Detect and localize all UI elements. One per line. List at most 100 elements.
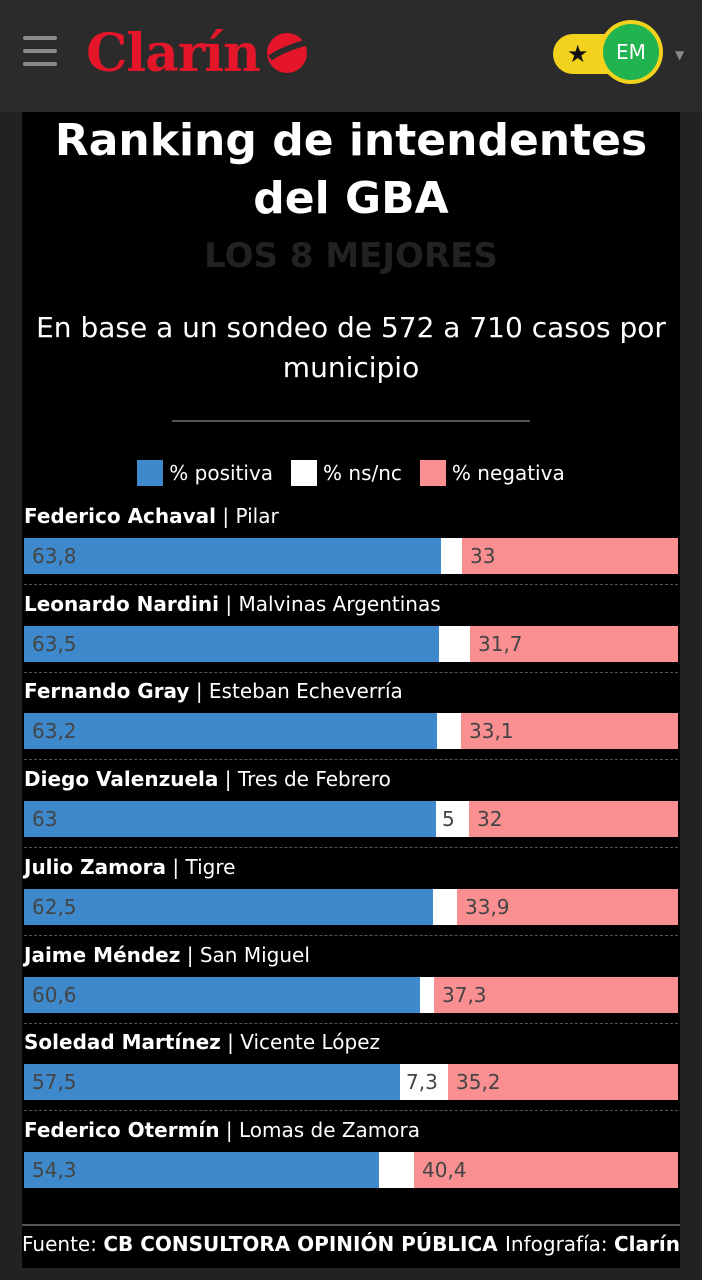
bar-segment-nsnc: [420, 976, 434, 1013]
legend-item-positive: % positiva: [137, 460, 273, 486]
row-separator: [24, 671, 678, 673]
credit-label: Infografía:: [505, 1232, 608, 1256]
separator: |: [166, 854, 186, 879]
source-label: Fuente:: [22, 1232, 97, 1256]
separator: |: [219, 1117, 239, 1142]
data-label-negative: 33,9: [465, 894, 510, 919]
logo-text: Clarín: [86, 22, 261, 84]
bar-segment-nsnc: [439, 625, 470, 662]
data-label-positive: 63,2: [32, 719, 77, 744]
row-label: Jaime Méndez | San Miguel: [24, 943, 310, 967]
infographic-card: Ranking de intendentes del GBA LOS 8 MEJ…: [22, 112, 680, 1268]
mayor-name: Leonardo Nardini: [24, 591, 220, 616]
mayor-name: Julio Zamora: [24, 854, 167, 879]
row-label: Diego Valenzuela | Tres de Febrero: [24, 767, 391, 791]
data-label-positive: 63,8: [32, 544, 77, 568]
row-label: Soledad Martínez | Vicente López: [24, 1030, 380, 1054]
bar-segment-positive: [24, 1151, 379, 1188]
bar-segment-negative: [470, 625, 678, 662]
bar-segment-positive: [24, 538, 441, 574]
data-label-positive: 54,3: [32, 1157, 77, 1182]
row-label: Federico Otermín | Lomas de Zamora: [24, 1118, 420, 1142]
row-label: Leonardo Nardini | Malvinas Argentinas: [24, 592, 441, 616]
separator: |: [218, 767, 238, 792]
chevron-down-icon[interactable]: ▼: [675, 48, 685, 62]
municipality-name: Vicente López: [240, 1030, 381, 1055]
data-label-positive: 63,5: [32, 631, 77, 656]
divider: [172, 420, 530, 422]
bar-segment-nsnc: [379, 1151, 414, 1188]
star-icon: ★: [567, 40, 589, 68]
source-name: CB CONSULTORA OPINIÓN PÚBLICA: [103, 1232, 498, 1256]
row-label: Fernando Gray | Esteban Echeverría: [24, 679, 403, 703]
row-label: Julio Zamora | Tigre: [24, 855, 235, 879]
stacked-bar: 63 5 32: [24, 801, 678, 838]
bar-segment-positive: [24, 801, 436, 838]
credit-name: Clarín: [614, 1232, 680, 1256]
row-separator: [24, 1110, 678, 1112]
data-label-negative: 33: [470, 544, 496, 568]
footer-divider: [22, 1224, 680, 1226]
legend-swatch-nsnc: [291, 460, 318, 486]
row-separator: [24, 584, 678, 585]
bar-segment-nsnc: [436, 801, 469, 838]
bar-segment-negative: [414, 1151, 678, 1188]
bar-segment-nsnc: [433, 888, 457, 925]
data-label-negative: 33,1: [469, 719, 514, 744]
legend-label-nsnc: % ns/nc: [323, 461, 402, 485]
legend-item-negative: % negativa: [419, 460, 565, 486]
row-label: Federico Achaval | Pilar: [24, 504, 279, 528]
avatar[interactable]: EM: [599, 20, 663, 84]
municipality-name: Tigre: [185, 854, 236, 879]
municipality-name: Lomas de Zamora: [238, 1117, 421, 1142]
bar-segment-nsnc: [437, 713, 461, 750]
mayor-name: Fernando Gray: [24, 679, 190, 704]
data-label-negative: 37,3: [442, 982, 487, 1007]
credit: Infografía: Clarín: [505, 1232, 680, 1256]
stacked-bar: 57,5 7,3 35,2: [24, 1064, 678, 1101]
data-label-negative: 32: [477, 807, 503, 832]
legend: % positiva % ns/nc % negativa: [22, 458, 680, 488]
bar-segment-negative: [457, 888, 678, 925]
row-separator: [24, 847, 678, 849]
stacked-bar: 60,6 37,3: [24, 976, 678, 1013]
data-label-positive: 60,6: [32, 982, 77, 1007]
legend-item-nsnc: % ns/nc: [291, 460, 402, 486]
bar-segment-negative: [462, 538, 678, 574]
legend-label-positive: % positiva: [169, 461, 274, 485]
data-label-negative: 40,4: [422, 1157, 467, 1182]
subtitle: LOS 8 MEJORES: [204, 236, 498, 276]
municipality-name: Pilar: [235, 504, 279, 528]
footer: Fuente: CB CONSULTORA OPINIÓN PÚBLICA In…: [22, 1232, 680, 1256]
bar-segment-nsnc: [400, 1064, 448, 1101]
bar-segment-negative: [448, 1064, 678, 1101]
mayor-name: Soledad Martínez: [24, 1030, 221, 1055]
municipality-name: San Miguel: [199, 942, 310, 967]
bar-segment-negative: [434, 976, 678, 1013]
mayor-name: Diego Valenzuela: [24, 767, 219, 792]
row-separator: [24, 759, 678, 761]
separator: |: [219, 591, 239, 616]
legend-swatch-negative: [419, 460, 446, 486]
clarin-logo[interactable]: Clarín: [86, 18, 312, 88]
top-bar: Clarín ★ EM ▼: [0, 0, 702, 112]
mayor-name: Federico Achaval: [24, 504, 217, 528]
page-title: Ranking de intendentes del GBA: [54, 115, 648, 224]
mayor-name: Jaime Méndez: [24, 942, 181, 967]
bar-segment-nsnc: [441, 538, 462, 574]
legend-label-negative: % negativa: [451, 461, 565, 485]
hamburger-menu-icon[interactable]: [23, 36, 57, 68]
data-label-positive: 62,5: [32, 894, 77, 919]
bar-segment-positive: [24, 625, 439, 662]
stacked-bar: 62,5 33,9: [24, 888, 678, 925]
avatar-initials: EM: [603, 24, 659, 80]
logo-mark-icon: [266, 33, 309, 73]
municipality-name: Esteban Echeverría: [208, 679, 403, 704]
bar-segment-positive: [24, 888, 433, 925]
stacked-bar: 63,5 31,7: [24, 625, 678, 662]
data-label-nsnc: 7,3: [406, 1070, 438, 1095]
data-label-negative: 31,7: [478, 631, 523, 656]
municipality-name: Malvinas Argentinas: [238, 591, 441, 616]
legend-swatch-positive: [137, 460, 164, 486]
data-label-nsnc: 5: [442, 807, 455, 832]
